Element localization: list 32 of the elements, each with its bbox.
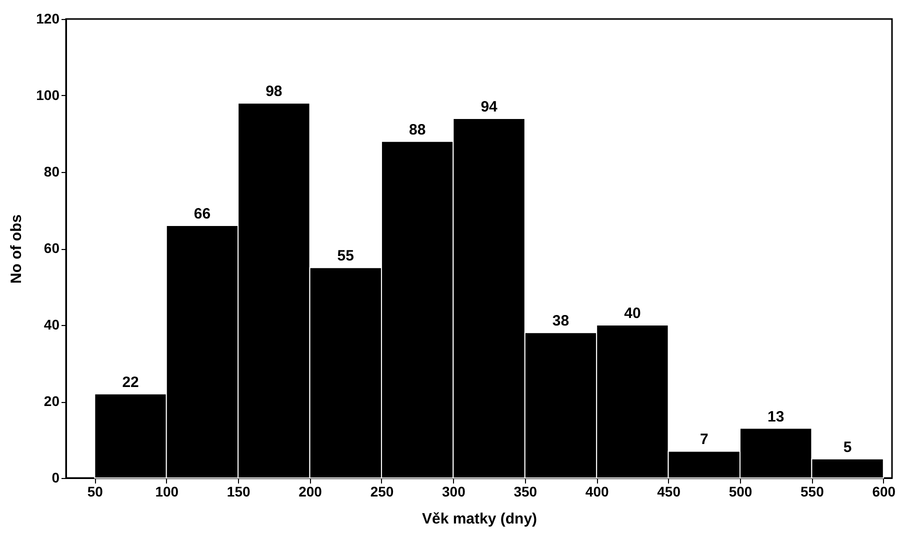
x-tick-label: 50 — [87, 484, 104, 500]
y-tick-label: 80 — [44, 164, 60, 180]
y-tick-label: 60 — [44, 240, 60, 256]
x-tick-label: 250 — [370, 484, 394, 500]
data-label: 40 — [624, 305, 641, 322]
data-label: 22 — [122, 374, 139, 391]
x-tick-label: 400 — [585, 484, 609, 500]
x-tick-label: 450 — [657, 484, 681, 500]
data-label: 66 — [194, 206, 211, 223]
x-tick-label: 600 — [872, 484, 896, 500]
x-tick-label: 550 — [800, 484, 824, 500]
data-label: 38 — [552, 312, 570, 330]
y-tick-label: 20 — [44, 393, 60, 409]
y-tick-label: 40 — [44, 316, 60, 332]
x-tick-label: 350 — [514, 484, 538, 500]
data-label: 88 — [408, 121, 426, 138]
y-tick-label: 100 — [36, 87, 60, 103]
data-label: 98 — [266, 83, 282, 100]
data-label: 94 — [480, 98, 498, 116]
x-tick-label: 200 — [298, 484, 322, 500]
x-tick-label: 100 — [155, 484, 179, 500]
y-axis-title: No of obs — [8, 214, 26, 284]
y-tick-label: 120 — [36, 10, 60, 26]
data-label: 5 — [843, 438, 852, 456]
data-label: 7 — [700, 431, 708, 448]
x-tick-label: 500 — [728, 484, 752, 500]
data-label: 13 — [768, 408, 784, 426]
x-tick-label: 150 — [226, 484, 250, 500]
x-tick-label: 300 — [442, 484, 466, 500]
y-tick-label: 0 — [52, 470, 60, 486]
x-axis-title: Věk matky (dny) — [422, 510, 538, 528]
data-label: 55 — [337, 248, 354, 265]
